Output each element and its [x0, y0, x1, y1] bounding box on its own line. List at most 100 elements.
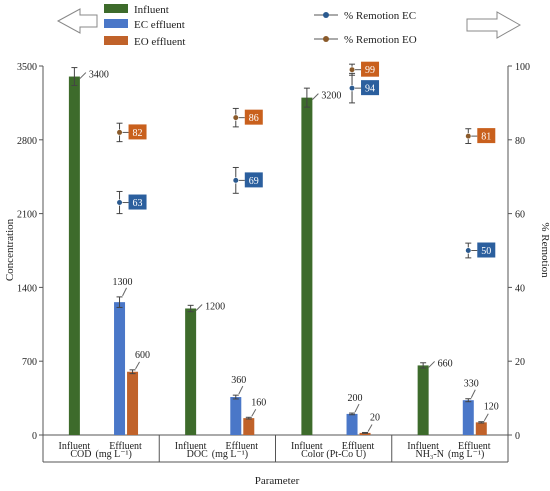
label-leader	[470, 389, 476, 398]
legend-swatch	[104, 4, 128, 13]
legend-marker	[323, 36, 329, 42]
category-label: Influent	[59, 441, 91, 452]
point--remotion-eo	[116, 129, 123, 136]
remotion-points: 63 82 69 86 94 99 50 81	[116, 61, 496, 259]
label-leader	[195, 304, 203, 311]
data-label: 1200	[205, 301, 225, 312]
data-label: 3400	[89, 70, 109, 81]
data-label: 120	[484, 402, 499, 413]
bar-eo-effluent	[127, 371, 139, 435]
y2-tick-label: 40	[515, 283, 525, 294]
group-unit: (mg L⁻¹)	[448, 449, 484, 460]
y-tick-label: 0	[32, 431, 37, 442]
point--remotion-ec	[232, 177, 239, 184]
legend-label: % Remotion EO	[344, 34, 417, 46]
bars: 3400 1300 600 1200 360 160 3200 200 20 660 330 120	[68, 67, 499, 436]
point-label-box	[128, 194, 147, 210]
group-label: Color (Pt-Co U)	[301, 449, 366, 460]
label-leader	[122, 287, 127, 297]
point-label: 50	[481, 246, 491, 257]
y-tick-label: 1400	[17, 283, 37, 294]
axes: 0 700 1400 2100 2800 3500 0 20 40 60 80 100 Influent…	[17, 62, 530, 463]
label-leader	[251, 409, 257, 417]
label-leader	[483, 413, 489, 421]
point-label: 99	[365, 65, 375, 76]
group-label: NH₃-N (mg L⁻¹)	[415, 449, 484, 460]
bar-ec-effluent	[114, 302, 126, 435]
data-label: 3200	[321, 91, 341, 102]
y2-tick-label: 60	[515, 210, 525, 221]
group-name: Color (Pt-Co U)	[301, 449, 366, 460]
category-label: Influent	[291, 441, 323, 452]
point-label-box	[244, 109, 263, 125]
label-leader	[428, 361, 435, 368]
point-label: 82	[133, 128, 143, 139]
point-label: 81	[481, 132, 491, 143]
category-label: Effluent	[225, 441, 258, 452]
category-label: Influent	[407, 441, 439, 452]
point--remotion-ec	[116, 199, 123, 206]
category-label: Influent	[175, 441, 207, 452]
point-label-box	[361, 80, 380, 96]
point-label-box	[244, 172, 263, 188]
legend-swatch	[104, 19, 128, 28]
legend-marker	[323, 12, 329, 18]
data-label: 1300	[113, 277, 133, 288]
bar-influent	[185, 308, 197, 435]
group-label: COD (mg L⁻¹)	[70, 449, 131, 460]
point--remotion-ec	[348, 85, 356, 92]
bar-influent	[301, 97, 313, 435]
group-unit: (mg L⁻¹)	[212, 449, 248, 460]
data-label: 330	[464, 379, 479, 390]
label-leader	[312, 93, 319, 100]
data-label: 600	[135, 350, 150, 361]
label-leader	[354, 403, 360, 413]
legend-label: EC effluent	[134, 19, 185, 31]
y2-tick-label: 20	[515, 357, 525, 368]
data-label: 20	[370, 412, 380, 423]
bar-ec-effluent	[462, 400, 474, 435]
category-label: Effluent	[342, 441, 375, 452]
label-leader	[135, 361, 140, 370]
point-label: 94	[365, 84, 375, 95]
legend-label: % Remotion EC	[344, 10, 416, 22]
group-name: COD	[70, 449, 91, 460]
data-label: 660	[438, 358, 453, 369]
y2-tick-label: 0	[515, 431, 520, 442]
category-label: Effluent	[458, 441, 491, 452]
legend-swatch	[104, 36, 128, 45]
legend-label: EO effluent	[134, 36, 185, 48]
group-label: DOC (mg L⁻¹)	[187, 449, 248, 460]
bar-eo-effluent	[475, 422, 487, 435]
point-label: 63	[133, 198, 143, 209]
bar-ec-effluent	[230, 397, 242, 435]
label-leader	[79, 72, 87, 79]
category-label: Effluent	[109, 441, 142, 452]
bar-ec-effluent	[346, 413, 358, 435]
legend-label: Influent	[134, 4, 169, 16]
y-tick-label: 2800	[17, 136, 37, 147]
data-label: 360	[231, 375, 246, 386]
group-name: DOC	[187, 449, 208, 460]
y-tick-label: 700	[22, 357, 37, 368]
point--remotion-eo	[232, 114, 239, 121]
left-arrow-icon	[56, 8, 98, 34]
label-leader	[367, 424, 373, 432]
y-tick-label: 3500	[17, 62, 37, 73]
point-label-box	[128, 124, 147, 140]
x-axis-label: Parameter	[255, 475, 300, 487]
bar-influent	[417, 365, 429, 435]
point-label: 86	[249, 113, 259, 124]
bar-influent	[68, 76, 80, 436]
point-label-box	[477, 128, 496, 144]
data-label: 200	[348, 393, 363, 404]
y-axis-label: Concentration	[4, 218, 16, 281]
point-label-box	[477, 242, 496, 258]
legend: Influent EC effluent EO effluent % Remotion…	[104, 4, 417, 48]
group-name: NH₃-N	[415, 449, 443, 460]
label-leader	[238, 385, 244, 395]
bar-eo-effluent	[243, 418, 255, 435]
y2-tick-label: 80	[515, 136, 525, 147]
group-unit: (mg L⁻¹)	[96, 449, 132, 460]
